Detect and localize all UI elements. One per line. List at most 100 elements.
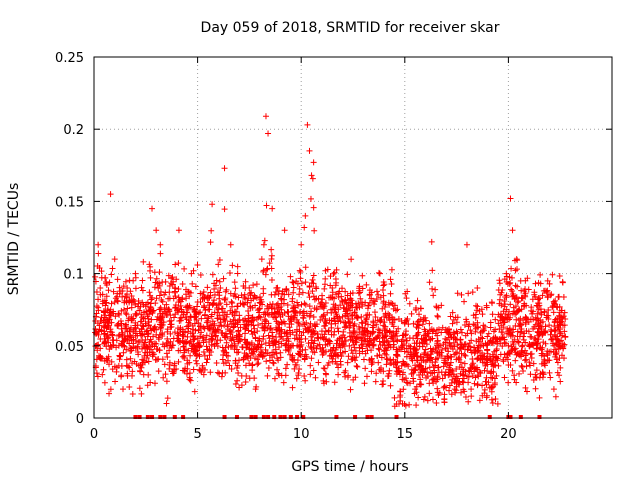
data-point [252, 302, 259, 309]
data-point [251, 292, 258, 299]
data-point [512, 267, 519, 274]
data-point [492, 335, 499, 342]
data-point [424, 369, 431, 376]
data-point [140, 323, 147, 330]
data-point [551, 331, 558, 338]
data-point [487, 319, 494, 326]
data-point [373, 370, 380, 377]
data-point [269, 205, 276, 212]
data-point [487, 337, 494, 344]
chart-title: Day 059 of 2018, SRMTID for receiver ska… [201, 20, 500, 36]
data-point [419, 321, 426, 328]
data-point [304, 121, 311, 128]
data-point [448, 354, 455, 361]
data-point [474, 285, 481, 292]
data-point [401, 341, 408, 348]
data-point [548, 335, 555, 342]
data-point [190, 342, 197, 349]
data-point [452, 375, 459, 382]
data-point [351, 322, 358, 329]
data-point [164, 328, 171, 335]
data-point [453, 366, 460, 373]
x-tick-label: 15 [397, 427, 414, 442]
data-point [338, 353, 345, 360]
data-point [388, 280, 395, 287]
data-point [420, 396, 427, 403]
data-point [209, 336, 216, 343]
data-point [339, 313, 346, 320]
data-point [493, 354, 500, 361]
data-point [229, 333, 236, 340]
data-point [357, 295, 364, 302]
data-point [134, 343, 141, 350]
zero-marker [158, 415, 163, 419]
data-point [283, 286, 290, 293]
data-point [179, 331, 186, 338]
data-point [95, 241, 102, 248]
data-point [509, 227, 516, 234]
data-point [432, 286, 439, 293]
data-point [201, 366, 208, 373]
data-point [416, 381, 423, 388]
data-point [423, 317, 430, 324]
data-point [513, 379, 520, 386]
data-point [101, 331, 108, 338]
data-point [506, 351, 513, 358]
data-point [183, 323, 190, 330]
data-point [519, 363, 526, 370]
data-point [488, 396, 495, 403]
data-point [214, 337, 221, 344]
data-point [104, 335, 111, 342]
data-point [334, 352, 341, 359]
data-point [289, 295, 296, 302]
data-point [192, 357, 199, 364]
data-point [277, 349, 284, 356]
data-point [127, 288, 134, 295]
data-point [118, 325, 125, 332]
data-point [542, 329, 549, 336]
data-point [518, 325, 525, 332]
data-point [359, 324, 366, 331]
data-point [199, 335, 206, 342]
data-point [129, 298, 136, 305]
data-point [389, 300, 396, 307]
data-point [501, 298, 508, 305]
data-point [346, 342, 353, 349]
data-point [162, 278, 169, 285]
zero-marker [181, 415, 186, 419]
data-point [109, 332, 116, 339]
data-point [116, 284, 123, 291]
data-point [454, 330, 461, 337]
data-point [541, 359, 548, 366]
data-point [463, 318, 470, 325]
data-point [234, 303, 241, 310]
data-point [244, 342, 251, 349]
data-point [248, 328, 255, 335]
data-point [502, 311, 509, 318]
data-point [306, 147, 313, 154]
data-point [482, 378, 489, 385]
data-point [458, 291, 465, 298]
x-tick-label: 5 [193, 427, 201, 442]
data-point [544, 277, 551, 284]
data-point [331, 349, 338, 356]
data-point [554, 304, 561, 311]
data-point [138, 390, 145, 397]
data-point [406, 300, 413, 307]
data-point [266, 260, 273, 267]
data-point [532, 385, 539, 392]
data-point [237, 338, 244, 345]
data-point [123, 311, 130, 318]
data-point [233, 332, 240, 339]
data-point [215, 261, 222, 268]
data-point [110, 336, 117, 343]
data-point [156, 347, 163, 354]
data-point [488, 339, 495, 346]
data-point [147, 336, 154, 343]
data-point [376, 346, 383, 353]
data-point [223, 339, 230, 346]
data-point [253, 383, 260, 390]
data-point [513, 351, 520, 358]
data-point [146, 307, 153, 314]
data-point [321, 365, 328, 372]
